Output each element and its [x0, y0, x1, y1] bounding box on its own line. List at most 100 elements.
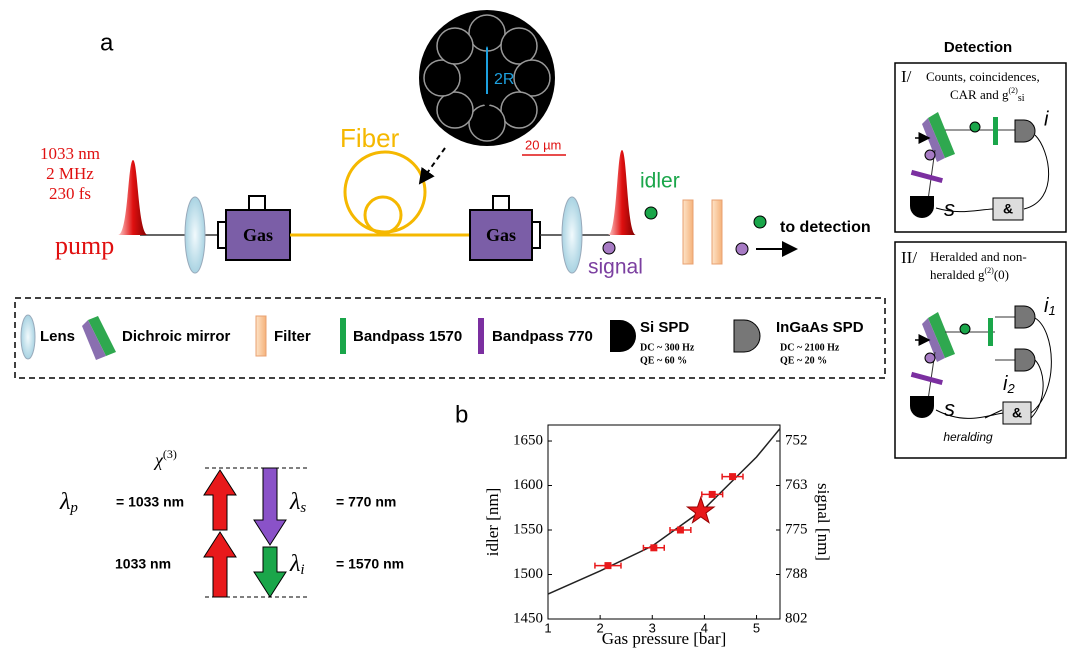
legend-label: Si SPD	[640, 319, 689, 336]
legend-dichroic	[88, 316, 116, 356]
point	[729, 473, 737, 481]
coincidence-label: &	[1012, 405, 1022, 421]
level-value: = 770 nm	[336, 494, 396, 510]
legend-lens	[20, 314, 36, 360]
pump-param: 230 fs	[49, 184, 91, 203]
y-axis-label: idler [nm]	[483, 488, 502, 556]
legend-bandpass	[340, 318, 346, 354]
fit-curve	[547, 428, 781, 595]
setup-box	[894, 241, 1067, 459]
legend-si-spd	[610, 320, 636, 352]
gas-label: Gas	[486, 225, 516, 245]
pump-arrow	[203, 531, 237, 598]
label-sub: 2	[1006, 381, 1015, 396]
signal-label: signal	[588, 256, 643, 279]
x-tick-label: 3	[649, 620, 656, 635]
y2-tick-label: 788	[785, 566, 808, 582]
legend-ingaas-spd	[733, 319, 761, 353]
legend-label: Filter	[274, 328, 311, 345]
detector-label: i	[1044, 108, 1049, 130]
gas-port	[217, 221, 227, 249]
chi-label: χ(3)	[153, 447, 177, 470]
setup-desc: Counts, coincidences,	[926, 69, 1040, 84]
setup-desc: CAR and g(2)si	[950, 86, 1025, 104]
scale-label: 20 µm	[525, 137, 561, 152]
level-symbol: λp	[59, 489, 78, 517]
heralding-label: heralding	[943, 430, 993, 444]
filter	[682, 199, 694, 265]
y2-axis-label: signal [nm]	[814, 483, 833, 561]
legend-dichroic	[82, 320, 106, 360]
desc-part: (0)	[994, 267, 1009, 282]
panel-label: a	[100, 29, 114, 56]
signal-arrow	[253, 467, 287, 546]
legend-label: Lens	[40, 328, 75, 345]
pump-label: pump	[55, 231, 114, 260]
setup-desc: Heralded and non-	[930, 249, 1027, 264]
lambda-sub: i	[300, 562, 304, 578]
setup-numeral: I/	[901, 67, 912, 86]
legend-detail: QE ~ 60 %	[640, 355, 687, 366]
level-symbol: λs	[289, 489, 306, 517]
level-value: = 1033 nm	[116, 494, 184, 510]
setup-desc: heralded g(2)(0)	[930, 266, 1009, 282]
legend-detail: DC ~ 300 Hz	[640, 342, 695, 353]
y-tick-label: 1650	[513, 432, 543, 448]
legend-detail: QE ~ 20 %	[780, 355, 827, 366]
signal-photon	[735, 242, 749, 256]
lens	[561, 196, 583, 274]
point	[650, 544, 658, 552]
coincidence-label: &	[1003, 201, 1013, 217]
label-part: i	[1003, 373, 1008, 395]
idler-arrow	[253, 546, 287, 598]
setup-optics	[910, 112, 1050, 221]
setup-box	[894, 62, 1067, 233]
setup-numeral: II/	[901, 248, 917, 267]
y-tick-label: 1550	[513, 521, 543, 537]
x-tick-label: 2	[597, 620, 604, 635]
gas-port	[248, 195, 266, 211]
fiber-loop	[363, 195, 403, 235]
zoom-arrow	[418, 147, 446, 185]
legend-detail: DC ~ 2100 Hz	[780, 342, 840, 353]
legend-label: Bandpass 770	[492, 328, 593, 345]
signal-photon	[602, 241, 616, 255]
highlight-star	[685, 495, 716, 524]
pump-param: 2 MHz	[46, 164, 94, 183]
desc-sup: (2)	[1009, 86, 1019, 95]
desc-sub: si	[1018, 93, 1025, 104]
lambda-sub: p	[69, 500, 78, 516]
lambda: λ	[289, 489, 300, 515]
point	[708, 490, 716, 498]
capillaries	[423, 14, 551, 142]
plot-frame	[547, 424, 781, 620]
label-part: i	[1044, 295, 1049, 317]
setup-optics	[910, 305, 1052, 425]
panel-label: b	[455, 401, 468, 428]
desc-sup: (2)	[985, 266, 995, 275]
label-sub: 1	[1048, 303, 1055, 318]
output-label: to detection	[780, 219, 871, 236]
x-tick-label: 4	[701, 620, 708, 635]
detector-label: i2	[1003, 373, 1015, 396]
legend-filter	[255, 315, 267, 357]
idler-photon	[753, 215, 767, 229]
y2-tick-label: 763	[785, 477, 808, 493]
gas-port	[492, 195, 510, 211]
fiber-label: Fiber	[340, 123, 400, 153]
y2-tick-label: 802	[785, 610, 808, 626]
lens	[184, 196, 206, 274]
chi-order: (3)	[163, 447, 177, 461]
gas-label: Gas	[243, 225, 273, 245]
filter	[711, 199, 723, 265]
y2-tick-label: 752	[785, 432, 808, 448]
y-tick-label: 1450	[513, 610, 543, 626]
idler-photon	[644, 206, 658, 220]
level-value: = 1570 nm	[336, 556, 404, 572]
lambda-sub: s	[300, 500, 306, 516]
pulse	[608, 150, 636, 235]
detector-label: s	[944, 396, 955, 421]
legend-label: Dichroic mirror	[122, 328, 231, 345]
core-label: 2R	[494, 71, 514, 88]
pump-arrow	[203, 469, 237, 531]
